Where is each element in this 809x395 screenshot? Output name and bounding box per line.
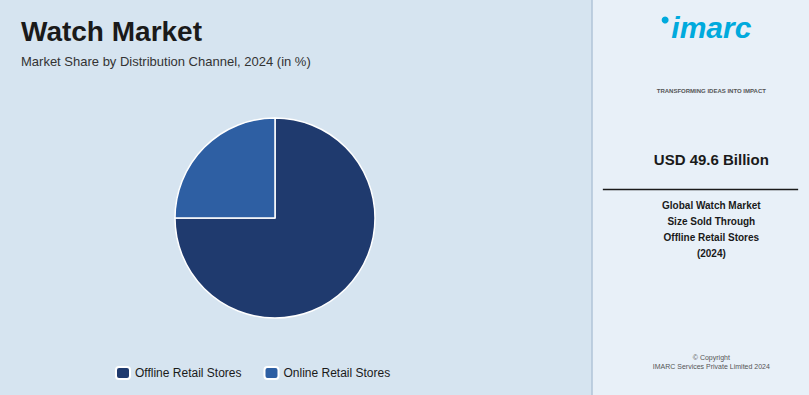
svg-text:Watch Market: Watch Market: [21, 16, 202, 47]
svg-text:Market Share by Distribution C: Market Share by Distribution Channel, 20…: [21, 54, 311, 69]
svg-text:Online Retail Stores: Online Retail Stores: [283, 366, 390, 380]
svg-text:© Copyright: © Copyright: [693, 354, 730, 362]
svg-text:USD 49.6 Billion: USD 49.6 Billion: [654, 151, 769, 168]
svg-text:Global Watch Market: Global Watch Market: [662, 200, 761, 211]
svg-text:IMARC Services Private Limited: IMARC Services Private Limited 2024: [653, 363, 770, 370]
svg-text:Offline Retail Stores: Offline Retail Stores: [664, 232, 760, 243]
svg-text:Offline Retail Stores: Offline Retail Stores: [135, 366, 242, 380]
svg-text:(2024): (2024): [697, 248, 726, 259]
svg-text:Size Sold Through: Size Sold Through: [667, 216, 755, 227]
svg-text:TRANSFORMING IDEAS INTO IMPACT: TRANSFORMING IDEAS INTO IMPACT: [657, 88, 766, 94]
svg-text:imarc: imarc: [671, 11, 751, 44]
